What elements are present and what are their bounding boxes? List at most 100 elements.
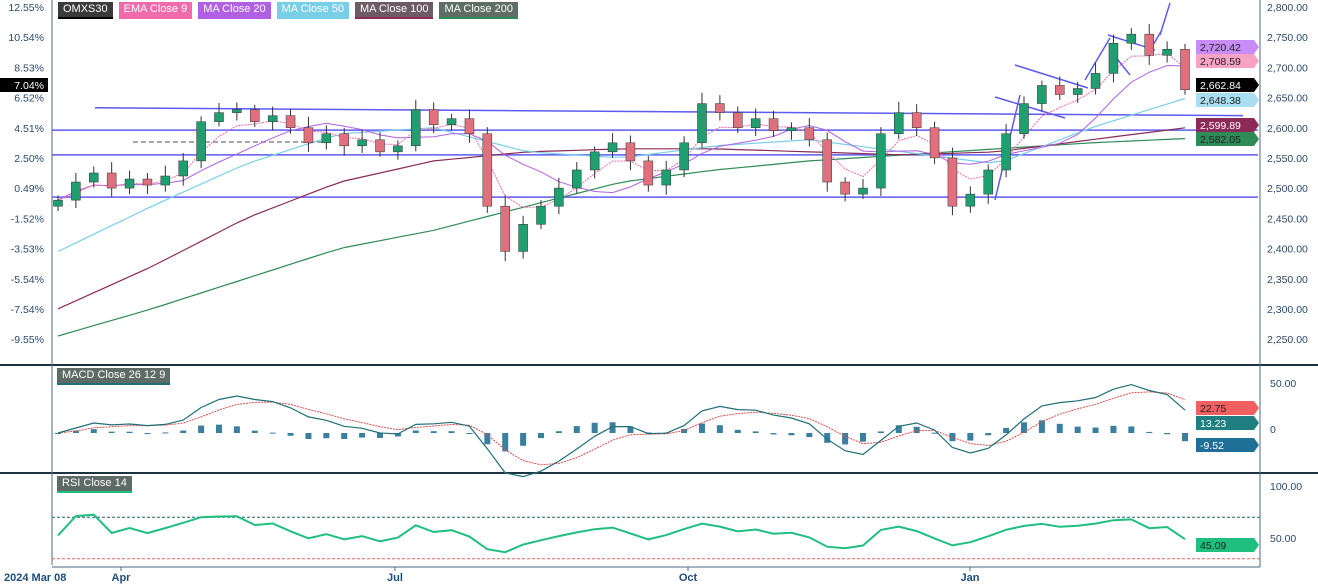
legend: OMXS30 EMA Close 9 MA Close 20 MA Close 50 M…	[58, 2, 518, 19]
ema9-value-tag: 2,708.59	[1200, 56, 1241, 68]
macd-histogram-bar	[341, 433, 348, 439]
macd-signal-tag: 22.75	[1200, 403, 1226, 415]
legend-item[interactable]: MA Close 50	[276, 2, 349, 19]
macd-histogram-bar	[645, 432, 652, 434]
date-label: Jan	[961, 572, 980, 584]
percent-tick: 12.55%	[8, 2, 44, 14]
candle	[303, 127, 314, 144]
candle	[894, 112, 904, 135]
macd-histogram-bar	[305, 433, 312, 440]
candle	[572, 169, 582, 189]
ma200-value-tag-bg	[1196, 132, 1259, 146]
candle	[786, 127, 797, 131]
macd-histogram-bar	[716, 425, 723, 433]
candle	[1144, 33, 1154, 56]
macd-histogram-bar	[72, 430, 79, 433]
macd-histogram-bar	[860, 433, 866, 442]
price-tick: 2,750.00	[1267, 32, 1308, 44]
candle	[625, 142, 636, 162]
candle	[1090, 73, 1101, 89]
percent-tick: -3.53%	[11, 244, 44, 256]
macd-label: MACD Close 26 12 9	[57, 368, 171, 385]
macd-histogram-bar	[770, 433, 777, 435]
macd-histogram-bar	[448, 431, 455, 433]
candle	[929, 127, 940, 159]
candle	[285, 115, 296, 128]
macd-hist-tag-bg	[1196, 438, 1259, 452]
macd-histogram-bar	[985, 433, 992, 436]
candle	[375, 139, 385, 153]
ma50-value-tag-bg	[1196, 93, 1259, 107]
legend-item[interactable]: OMXS30	[58, 2, 113, 19]
macd-histogram-bar	[877, 431, 884, 433]
legend-item[interactable]: MA Close 100	[354, 2, 434, 19]
macd-histogram-bar	[627, 426, 634, 433]
candle	[911, 112, 922, 128]
candle	[661, 169, 671, 186]
macd-histogram-bar	[1074, 426, 1081, 433]
legend-item[interactable]: EMA Close 9	[118, 2, 193, 19]
candle	[1001, 133, 1011, 171]
candle	[733, 112, 743, 128]
close-value-tag: 2,662.84	[1200, 80, 1241, 92]
legend-item[interactable]: MA Close 20	[198, 2, 271, 19]
candle	[804, 127, 815, 141]
candle	[482, 133, 493, 207]
percent-tick: 10.54%	[8, 32, 44, 44]
macd-histogram-bar	[216, 424, 222, 433]
macd-histogram-bar	[734, 429, 741, 433]
macd-histogram-bar	[913, 426, 920, 433]
macd-signal-tag-bg	[1196, 401, 1259, 415]
ma20-line	[57, 64, 1186, 201]
candle	[446, 118, 457, 125]
price-tick: 2,500.00	[1267, 183, 1308, 195]
rsi-tick: 50.00	[1270, 533, 1296, 545]
candle	[357, 139, 367, 147]
macd-histogram-bar	[1092, 427, 1099, 433]
candle	[250, 109, 260, 122]
candle	[536, 205, 546, 225]
candle	[53, 199, 63, 207]
percent-tick: 8.53%	[14, 62, 44, 74]
candle	[196, 121, 206, 162]
rsi-value-tag-bg	[1196, 538, 1259, 552]
macd-histogram-bar	[1146, 431, 1153, 433]
macd-histogram-bar	[1110, 425, 1117, 433]
candle	[858, 187, 868, 195]
price-tick: 2,350.00	[1267, 274, 1308, 286]
macd-hist-tag: -9.52	[1200, 440, 1224, 452]
macd-tick: 0	[1270, 424, 1276, 436]
macd-histogram-bar	[1003, 427, 1010, 433]
candle	[321, 133, 332, 144]
macd-histogram-bar	[520, 433, 527, 446]
date-label: Jul	[387, 572, 403, 584]
current-percent: 7.04%	[14, 80, 44, 92]
macd-histogram-bar	[198, 425, 205, 433]
date-label: Oct	[679, 572, 698, 584]
ma200-value-tag: 2,582.05	[1200, 134, 1241, 146]
macd-histogram-bar	[824, 433, 831, 443]
macd-histogram-bar	[251, 430, 258, 433]
price-tick: 2,450.00	[1267, 213, 1308, 225]
candle	[178, 160, 188, 177]
macd-histogram-bar	[538, 433, 544, 439]
rsi-value-tag: 45.09	[1200, 540, 1226, 552]
current-percent-tag	[0, 78, 48, 92]
macd-histogram-bar	[377, 433, 383, 438]
candle	[267, 115, 278, 122]
percent-tick: 0.49%	[14, 183, 44, 195]
drawn-pattern-line	[1014, 64, 1089, 89]
price-tick: 2,600.00	[1267, 123, 1308, 135]
macd-histogram-bar	[1038, 420, 1045, 433]
candle	[160, 175, 171, 186]
candle	[554, 187, 564, 207]
candle	[393, 145, 403, 153]
price-tick: 2,300.00	[1267, 304, 1308, 316]
macd-value-tag-bg	[1196, 416, 1259, 430]
candle	[965, 193, 976, 207]
legend-item[interactable]: MA Close 200	[439, 2, 518, 19]
candle	[1072, 88, 1083, 95]
candle	[142, 178, 153, 186]
